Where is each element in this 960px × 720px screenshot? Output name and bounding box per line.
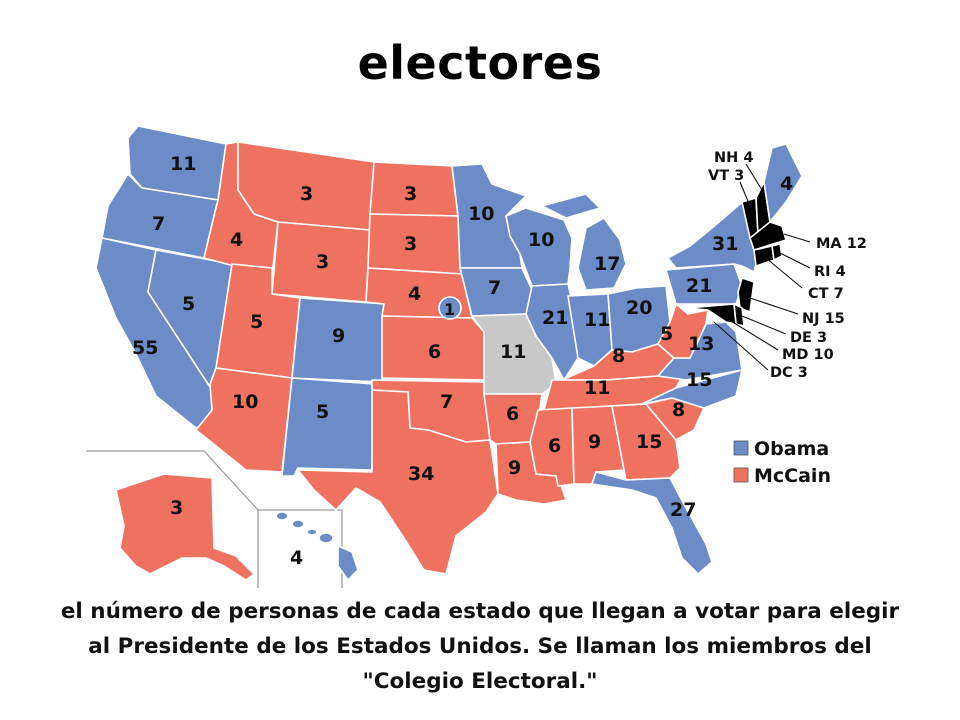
ev-wv: 5 — [660, 323, 673, 345]
ev-id: 4 — [230, 229, 243, 251]
caption-text: el número de personas de cada estado que… — [60, 599, 900, 694]
state-md — [687, 303, 737, 325]
ev-tx: 34 — [408, 463, 434, 485]
leader-ma — [783, 233, 811, 243]
ev-al: 9 — [588, 431, 601, 453]
ev-fl: 27 — [670, 499, 696, 521]
ev-sd: 3 — [404, 233, 417, 255]
state-hi — [275, 511, 359, 581]
ev-ne: 4 — [408, 283, 421, 305]
ev-ak: 3 — [170, 497, 183, 519]
ev-wy: 3 — [316, 251, 329, 273]
ev-ok: 7 — [440, 391, 453, 413]
ev-ks: 6 — [428, 341, 441, 363]
ev-ky: 8 — [612, 345, 625, 367]
ev-mt: 3 — [300, 183, 313, 205]
ev-ga: 15 — [636, 431, 662, 453]
ev-ar: 6 — [506, 403, 519, 425]
alaska-inset-frame — [86, 450, 259, 588]
leader-dc — [713, 321, 769, 371]
legend-label-mccain: McCain — [754, 465, 831, 487]
callout-nj: NJ 15 — [802, 311, 845, 327]
ev-ny: 31 — [712, 233, 738, 255]
callout-nh: NH 4 — [714, 150, 753, 166]
ev-nd: 3 — [404, 183, 417, 205]
ev-co: 9 — [332, 325, 345, 347]
leader-de — [741, 315, 787, 335]
ev-va: 13 — [688, 333, 714, 355]
ev-nc: 15 — [686, 369, 712, 391]
ev-ca: 55 — [132, 337, 158, 359]
leader-md — [725, 317, 779, 351]
legend: Obama McCain — [733, 438, 831, 487]
ev-ne2: 1 — [444, 300, 455, 319]
ev-nm: 5 — [316, 401, 329, 423]
ev-ia: 7 — [488, 277, 501, 299]
state-nm — [281, 377, 375, 477]
state-mi — [541, 193, 627, 291]
ev-me: 4 — [780, 173, 793, 195]
ev-in: 11 — [584, 309, 610, 331]
ev-oh: 20 — [626, 297, 652, 319]
state-ak — [115, 473, 255, 581]
callout-dc: DC 3 — [770, 365, 808, 381]
page-title: electores — [357, 36, 603, 90]
leader-vt — [739, 181, 751, 207]
state-nj — [737, 277, 755, 313]
leader-ri — [777, 251, 811, 269]
state-ne2 — [438, 296, 462, 320]
state-ri — [771, 243, 783, 261]
legend-label-obama: Obama — [754, 438, 829, 460]
state-az — [195, 367, 293, 473]
ev-sc: 8 — [672, 399, 685, 421]
state-ma — [749, 221, 787, 251]
ev-nv: 5 — [182, 293, 195, 315]
state-wi — [505, 207, 573, 287]
electoral-map: 11 7 55 5 4 3 3 5 10 9 5 3 3 4 1 6 7 34 … — [86, 125, 867, 588]
state-ct — [753, 245, 775, 267]
callout-vt: VT 3 — [708, 168, 744, 184]
state-nc — [641, 369, 743, 409]
state-fl — [591, 471, 713, 575]
leader-nh — [745, 163, 763, 191]
ev-il: 21 — [542, 307, 568, 329]
ev-wa: 11 — [170, 153, 196, 175]
ev-hi: 4 — [290, 547, 303, 569]
legend-swatch-obama — [733, 440, 749, 456]
state-tx — [297, 389, 499, 575]
callout-ri: RI 4 — [814, 264, 846, 280]
ev-la: 9 — [508, 457, 521, 479]
ev-tn: 11 — [584, 377, 610, 399]
leader-ct — [765, 257, 803, 289]
legend-swatch-mccain — [733, 467, 749, 483]
callout-ma: MA 12 — [816, 236, 867, 252]
state-me — [763, 143, 803, 223]
callout-ct: CT 7 — [808, 286, 844, 302]
ev-or: 7 — [152, 213, 165, 235]
ev-ut: 5 — [250, 311, 263, 333]
ev-wi: 10 — [528, 229, 554, 251]
ev-ms: 6 — [548, 435, 561, 457]
ev-mo: 11 — [500, 341, 526, 363]
ev-az: 10 — [232, 391, 258, 413]
callout-md: MD 10 — [782, 347, 834, 363]
leader-nj — [749, 297, 799, 315]
ev-mi: 17 — [594, 253, 620, 275]
ev-mn: 10 — [468, 203, 494, 225]
ev-pa: 21 — [686, 275, 712, 297]
callout-de: DE 3 — [790, 330, 827, 346]
